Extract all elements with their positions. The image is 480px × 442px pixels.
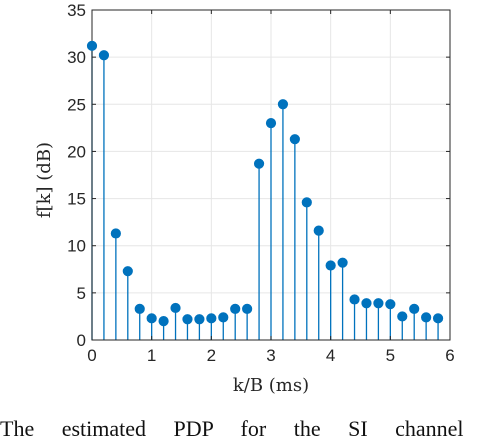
stem-marker <box>325 260 336 271</box>
y-tick-label: 20 <box>67 142 86 161</box>
stem-marker <box>146 313 157 324</box>
stem-marker <box>265 118 277 129</box>
stem-marker <box>337 257 348 268</box>
stem-marker <box>289 134 300 145</box>
stem-marker <box>218 312 229 323</box>
stem-marker <box>313 225 324 236</box>
stem-marker <box>432 313 444 324</box>
y-tick-label: 10 <box>67 237 86 256</box>
stem-marker <box>230 303 241 314</box>
y-tick-label: 5 <box>77 284 86 303</box>
y-tick-label: 25 <box>67 95 86 114</box>
stem-marker <box>349 294 360 305</box>
stem-marker <box>277 99 289 110</box>
stem-chart: f[k] (dB) k/B (ms) 0 1 2 3 4 5 6 0 5 10 15 20 25 30 35 <box>34 1 455 396</box>
figure-caption: The estimated PDP for the SI channel <box>0 416 464 441</box>
stem-marker <box>182 314 193 325</box>
stem-marker <box>242 303 253 314</box>
y-tick-label: 0 <box>77 331 86 350</box>
stem-marker <box>122 266 133 277</box>
stem-marker <box>373 298 384 309</box>
stem-marker <box>98 50 110 61</box>
stem-marker <box>158 316 169 327</box>
stem-marker <box>134 303 145 314</box>
x-tick-label: 1 <box>147 346 156 365</box>
stem-marker <box>206 313 217 324</box>
x-tick-label: 6 <box>445 346 454 365</box>
y-axis-label: f[k] (dB) <box>34 142 55 218</box>
stem-marker <box>253 158 265 169</box>
y-tick-label: 30 <box>67 48 86 67</box>
x-tick-label: 5 <box>386 346 395 365</box>
x-tick-label: 4 <box>326 346 335 365</box>
stem-marker <box>361 298 372 309</box>
x-tick-label: 2 <box>207 346 216 365</box>
stem-marker <box>421 312 432 323</box>
stem-marker <box>397 311 408 322</box>
stem-marker <box>385 299 396 310</box>
stem-marker <box>170 302 181 314</box>
x-tick-label: 3 <box>266 346 275 365</box>
stem-marker <box>301 197 312 208</box>
x-tick-label: 0 <box>87 346 96 365</box>
stem-marker <box>409 303 420 314</box>
stem-marker <box>110 228 121 239</box>
stem-marker <box>86 40 98 51</box>
y-tick-label: 15 <box>67 190 86 209</box>
y-tick-label: 35 <box>67 1 86 20</box>
stem-marker <box>194 314 205 325</box>
x-axis-label: k/B (ms) <box>233 375 309 396</box>
